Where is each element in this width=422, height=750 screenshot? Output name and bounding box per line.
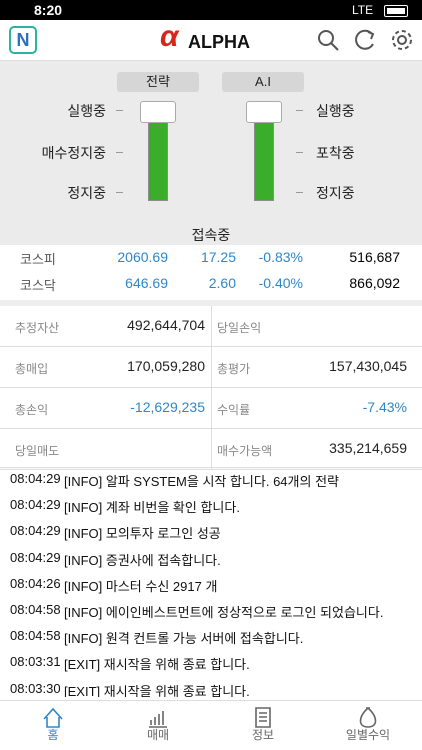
state-label: 실행중 — [67, 103, 106, 119]
status-network: LTE — [352, 3, 374, 17]
market-name: 코스피 — [20, 252, 56, 267]
header-icons — [318, 29, 412, 51]
state-label: 정지중 — [316, 185, 355, 201]
market-value: 2.60 — [208, 275, 236, 291]
account-value: 335,214,659 — [329, 440, 407, 456]
log-time: 08:04:29 — [10, 549, 61, 565]
state-dash — [296, 192, 303, 193]
log-time: 08:03:30 — [10, 680, 61, 696]
state-dash — [116, 192, 123, 193]
nav-label[interactable]: 정보 — [251, 728, 275, 742]
market-value: -0.40% — [258, 275, 303, 291]
status-time: 8:20 — [34, 2, 63, 18]
log-message: [EXIT] 재시작을 위해 종료 합니다. — [64, 683, 250, 697]
account-label: 당일손익 — [217, 321, 262, 335]
account-label: 당일매도 — [15, 444, 60, 458]
account-label: 추정자산 — [15, 321, 60, 335]
divider — [0, 300, 422, 306]
log-time: 08:04:29 — [10, 523, 61, 539]
log-time: 08:04:58 — [10, 602, 61, 617]
log-message: [INFO] 증권사에 접속합니다. — [64, 552, 221, 568]
account-value: 157,430,045 — [329, 358, 407, 374]
log-message: [INFO] 원격 컨트롤 가능 서버에 접속합니다. — [64, 631, 304, 647]
log-time: 08:03:31 — [10, 654, 61, 670]
market-value: 516,687 — [349, 249, 400, 265]
account-label: 매수가능액 — [217, 444, 273, 458]
state-dash — [116, 152, 123, 153]
log-time: 08:04:26 — [10, 575, 61, 591]
state-label: 실행중 — [316, 103, 355, 119]
log-message: [EXIT] 재시작을 위해 종료 합니다. — [64, 657, 250, 673]
log-time: 08:04:58 — [10, 628, 61, 644]
state-label: 매수정지중 — [41, 145, 106, 161]
market-name: 코스닥 — [20, 278, 56, 293]
bottom-nav: 홈 매매 정보 일별수익 — [0, 700, 422, 750]
refresh-icon[interactable] — [355, 29, 374, 50]
logo-mark: α — [160, 20, 179, 53]
log-message: [INFO] 모의투자 로그인 성공 — [64, 526, 221, 542]
app-badge[interactable]: N — [9, 26, 37, 54]
market-value: 17.25 — [200, 249, 236, 265]
log-message: [INFO] 에이인베스트먼트에 정상적으로 로그인 되었습니다. — [64, 605, 384, 620]
nav-label[interactable]: 홈 — [47, 728, 59, 742]
switch-knob[interactable] — [246, 101, 282, 123]
nav-label[interactable]: 매매 — [146, 728, 170, 742]
market-value: 866,092 — [349, 275, 400, 291]
nav-label[interactable]: 일별수익 — [345, 728, 391, 742]
account-value: -12,629,235 — [130, 399, 205, 415]
nav-icon[interactable] — [143, 704, 173, 730]
section-title: A.I — [222, 72, 304, 92]
state-dash — [296, 110, 303, 111]
col-border — [211, 347, 212, 388]
settings-icon[interactable] — [397, 35, 407, 45]
log-time: 08:04:29 — [10, 497, 61, 513]
nav-icon[interactable] — [38, 704, 68, 730]
log-message: [INFO] 마스터 수신 2917 개 — [64, 578, 218, 594]
col-border — [211, 429, 212, 470]
state-label: 포착중 — [316, 145, 355, 161]
state-dash — [116, 110, 123, 111]
account-value: -7.43% — [362, 399, 407, 415]
nav-icon-shape — [255, 707, 271, 728]
switch-knob[interactable] — [140, 101, 176, 123]
log-time: 08:04:29 — [10, 471, 61, 486]
col-border — [211, 388, 212, 429]
nav-icon[interactable] — [353, 704, 383, 730]
market-value: -0.83% — [258, 249, 303, 265]
market-value: 2060.69 — [117, 249, 168, 265]
account-value: 170,059,280 — [127, 358, 205, 374]
nav-icon-shape — [149, 711, 167, 728]
battery — [384, 5, 408, 17]
account-label: 총매입 — [15, 362, 49, 376]
state-dash — [296, 152, 303, 153]
account-label: 총평가 — [217, 362, 251, 376]
connection-status: 접속중 — [191, 227, 231, 243]
col-border — [211, 306, 212, 347]
section-title: 전략 — [117, 72, 199, 92]
header: N α ALPHA — [0, 20, 422, 61]
log-list: 08:04:29 [INFO] 알파 SYSTEM을 시작 합니다. 64개의 전… — [0, 467, 422, 697]
state-label: 정지중 — [67, 185, 106, 201]
log-message: [INFO] 알파 SYSTEM을 시작 합니다. 64개의 전략 — [64, 474, 339, 489]
nav-icon-shape — [43, 707, 63, 728]
log-message: [INFO] 계좌 비번을 확인 합니다. — [64, 500, 240, 516]
account-label: 총손익 — [15, 403, 49, 417]
status-bar: 8:20 LTE — [0, 0, 422, 20]
account-value: 492,644,704 — [127, 317, 205, 333]
search-icon[interactable] — [318, 30, 334, 46]
market-value: 646.69 — [125, 275, 168, 291]
nav-icon[interactable] — [248, 704, 278, 730]
account-label: 수익률 — [217, 403, 251, 417]
nav-icon-shape — [359, 707, 377, 728]
logo: ALPHA — [188, 32, 250, 52]
